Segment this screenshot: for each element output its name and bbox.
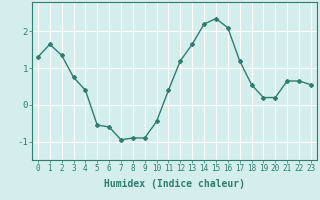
X-axis label: Humidex (Indice chaleur): Humidex (Indice chaleur): [104, 179, 245, 189]
